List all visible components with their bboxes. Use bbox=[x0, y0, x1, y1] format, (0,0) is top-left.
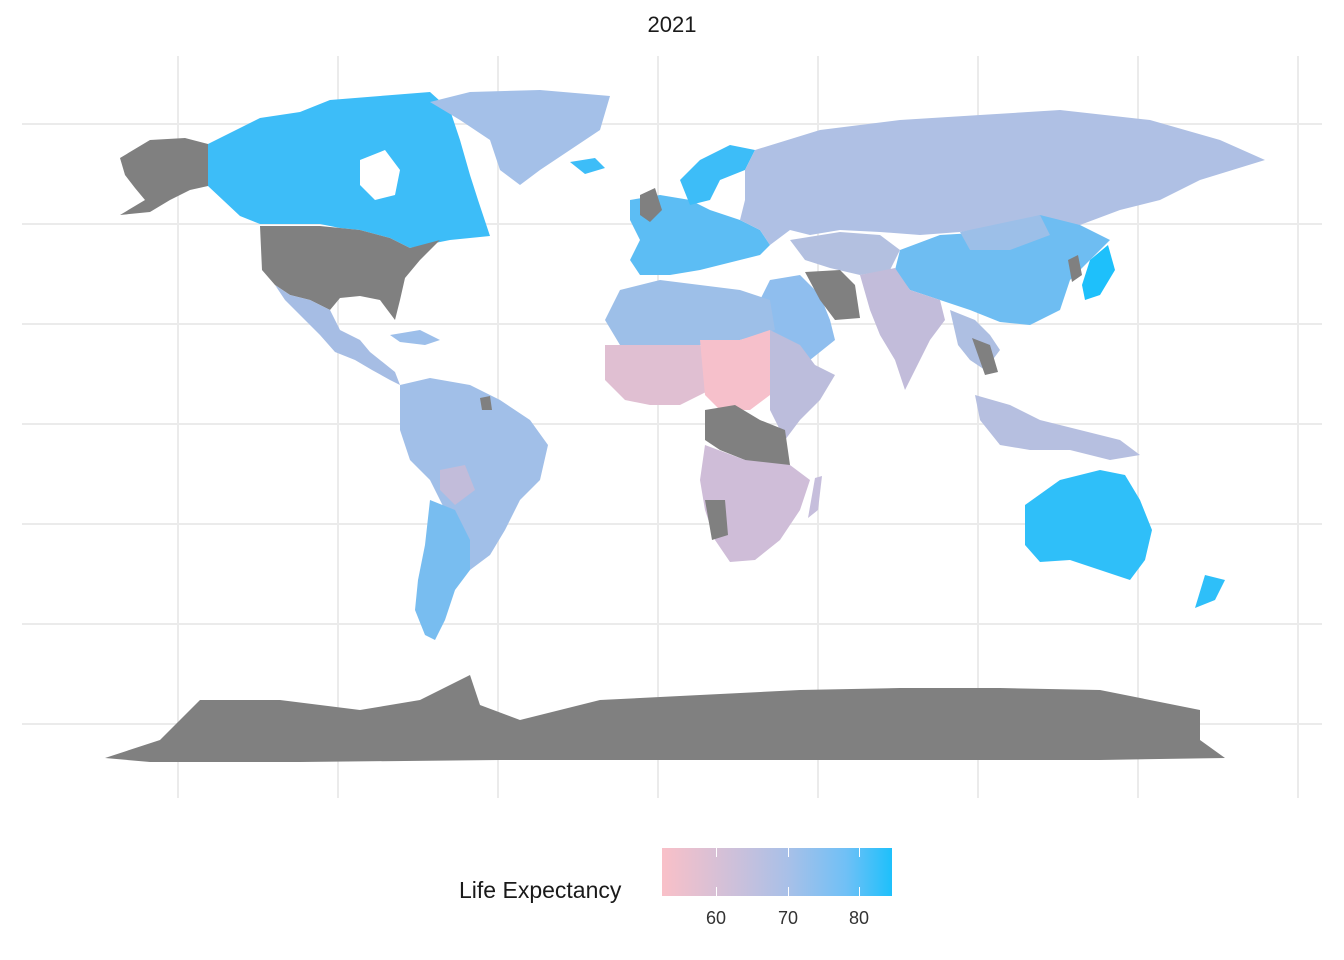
region-indonesia bbox=[975, 395, 1140, 460]
region-namibia bbox=[705, 500, 728, 540]
region-europe bbox=[630, 195, 770, 275]
legend-title: Life Expectancy bbox=[459, 877, 622, 903]
region-iran bbox=[805, 270, 860, 320]
region-central-asia bbox=[790, 232, 900, 275]
region-china bbox=[895, 215, 1110, 325]
region-north-africa bbox=[605, 280, 775, 345]
region-mexico bbox=[275, 285, 400, 385]
region-canada bbox=[208, 92, 490, 248]
region-japan bbox=[1082, 245, 1115, 300]
region-korea bbox=[1068, 255, 1082, 282]
region-central-africa bbox=[700, 330, 780, 410]
region-east-africa bbox=[770, 330, 835, 440]
map-title: 2021 bbox=[647, 12, 697, 37]
legend-tick-70 bbox=[788, 848, 789, 896]
region-india bbox=[860, 268, 945, 390]
region-scandinavia bbox=[680, 145, 755, 205]
region-suriname bbox=[480, 396, 492, 410]
region-caribbean bbox=[390, 330, 440, 345]
legend-tick-label-70: 70 bbox=[777, 908, 799, 928]
region-mongolia bbox=[960, 215, 1050, 250]
region-new-zealand bbox=[1195, 575, 1225, 608]
region-uk bbox=[640, 188, 662, 222]
legend-tick-label-80: 80 bbox=[848, 908, 870, 928]
region-laos bbox=[972, 338, 998, 375]
region-australia bbox=[1025, 470, 1152, 580]
region-madagascar bbox=[808, 476, 822, 518]
region-brazil bbox=[400, 378, 548, 570]
legend-tick-80 bbox=[859, 848, 860, 896]
region-usa bbox=[260, 226, 440, 320]
region-congo bbox=[705, 405, 790, 470]
region-alaska bbox=[120, 138, 208, 215]
world-map bbox=[22, 56, 1322, 798]
legend-colorbar bbox=[662, 848, 892, 896]
region-russia bbox=[740, 110, 1265, 245]
region-argentina bbox=[415, 500, 470, 640]
region-antarctica bbox=[105, 675, 1225, 762]
legend-tick-label-60: 60 bbox=[705, 908, 727, 928]
region-iceland bbox=[570, 158, 605, 174]
region-greenland bbox=[430, 90, 610, 185]
region-bolivia bbox=[440, 465, 475, 505]
countries bbox=[105, 90, 1265, 762]
legend-tick-60 bbox=[716, 848, 717, 896]
region-west-africa bbox=[605, 345, 720, 405]
